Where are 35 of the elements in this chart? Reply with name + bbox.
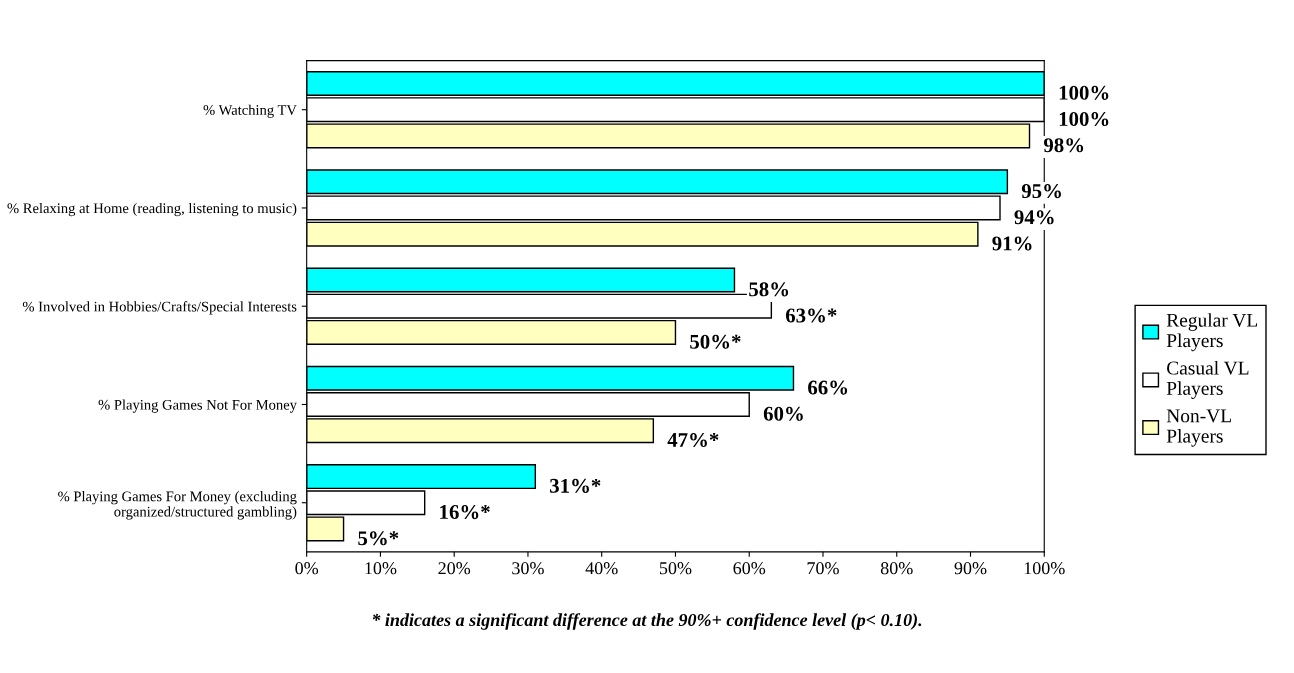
data-label: 47%* bbox=[667, 432, 719, 448]
data-label: 94% bbox=[1014, 210, 1054, 225]
data-label: 100% bbox=[1059, 111, 1109, 127]
data-label: 5%* bbox=[358, 531, 399, 546]
data-label: 58% bbox=[749, 282, 789, 297]
x-tick-label: 10% bbox=[365, 562, 397, 575]
x-tick-label: 100% bbox=[1024, 562, 1065, 575]
data-label: 95% bbox=[1021, 184, 1061, 199]
data-label: 91% bbox=[992, 236, 1032, 251]
x-tick-label: 60% bbox=[733, 562, 766, 575]
x-tick-label: 90% bbox=[954, 562, 987, 575]
legend-label: Non-VL Players bbox=[1166, 409, 1231, 447]
x-tick-label: 40% bbox=[585, 562, 618, 575]
data-label: 98% bbox=[1043, 138, 1084, 153]
data-label: 31%* bbox=[550, 478, 601, 493]
y-tick-label: % Involved in Hobbies/Crafts/Special Interests bbox=[22, 301, 297, 315]
y-tick-label: % Relaxing at Home (reading, listening to music) bbox=[7, 202, 297, 217]
data-label: 63%* bbox=[785, 308, 837, 323]
x-tick-label: 20% bbox=[438, 562, 471, 575]
x-tick-label: 0% bbox=[295, 562, 319, 575]
data-label: 100% bbox=[1059, 85, 1109, 100]
y-tick-label: % Playing Games Not For Money bbox=[98, 399, 297, 413]
legend-label: Regular VL Players bbox=[1166, 313, 1258, 352]
x-tick-label: 50% bbox=[659, 562, 692, 575]
data-label: 50%* bbox=[690, 334, 741, 349]
data-label: 66% bbox=[808, 380, 848, 395]
data-label: 16%* bbox=[440, 505, 490, 520]
text: * indicates a significant difference at the 90%+ confidence level (p< 0.10). bbox=[372, 613, 922, 630]
y-tick-label: % Watching TV bbox=[203, 104, 297, 118]
x-tick-label: 80% bbox=[880, 562, 913, 575]
data-label: 60% bbox=[763, 406, 803, 421]
x-tick-label: 70% bbox=[807, 562, 839, 575]
y-tick-label: % Playing Games For Money (excluding organized/structured gambling) bbox=[58, 491, 297, 520]
x-tick-label: 30% bbox=[512, 562, 544, 575]
legend-label: Casual VL Players bbox=[1166, 360, 1249, 399]
